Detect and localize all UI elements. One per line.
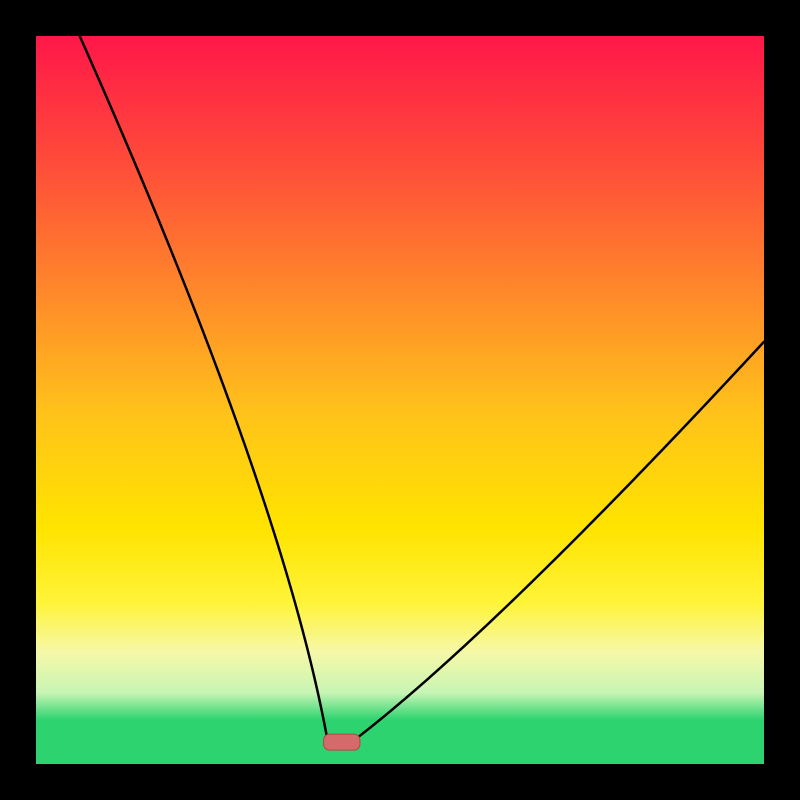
tip-marker xyxy=(324,734,360,750)
border-right xyxy=(764,0,800,800)
plot-area xyxy=(36,36,764,764)
watermark-text: TheBottleneck.com xyxy=(574,6,788,35)
curves-layer xyxy=(36,36,764,764)
right-curve xyxy=(356,342,764,739)
left-curve xyxy=(80,36,328,739)
figure-frame: TheBottleneck.com xyxy=(0,0,800,800)
border-left xyxy=(0,0,36,800)
border-bottom xyxy=(0,764,800,800)
